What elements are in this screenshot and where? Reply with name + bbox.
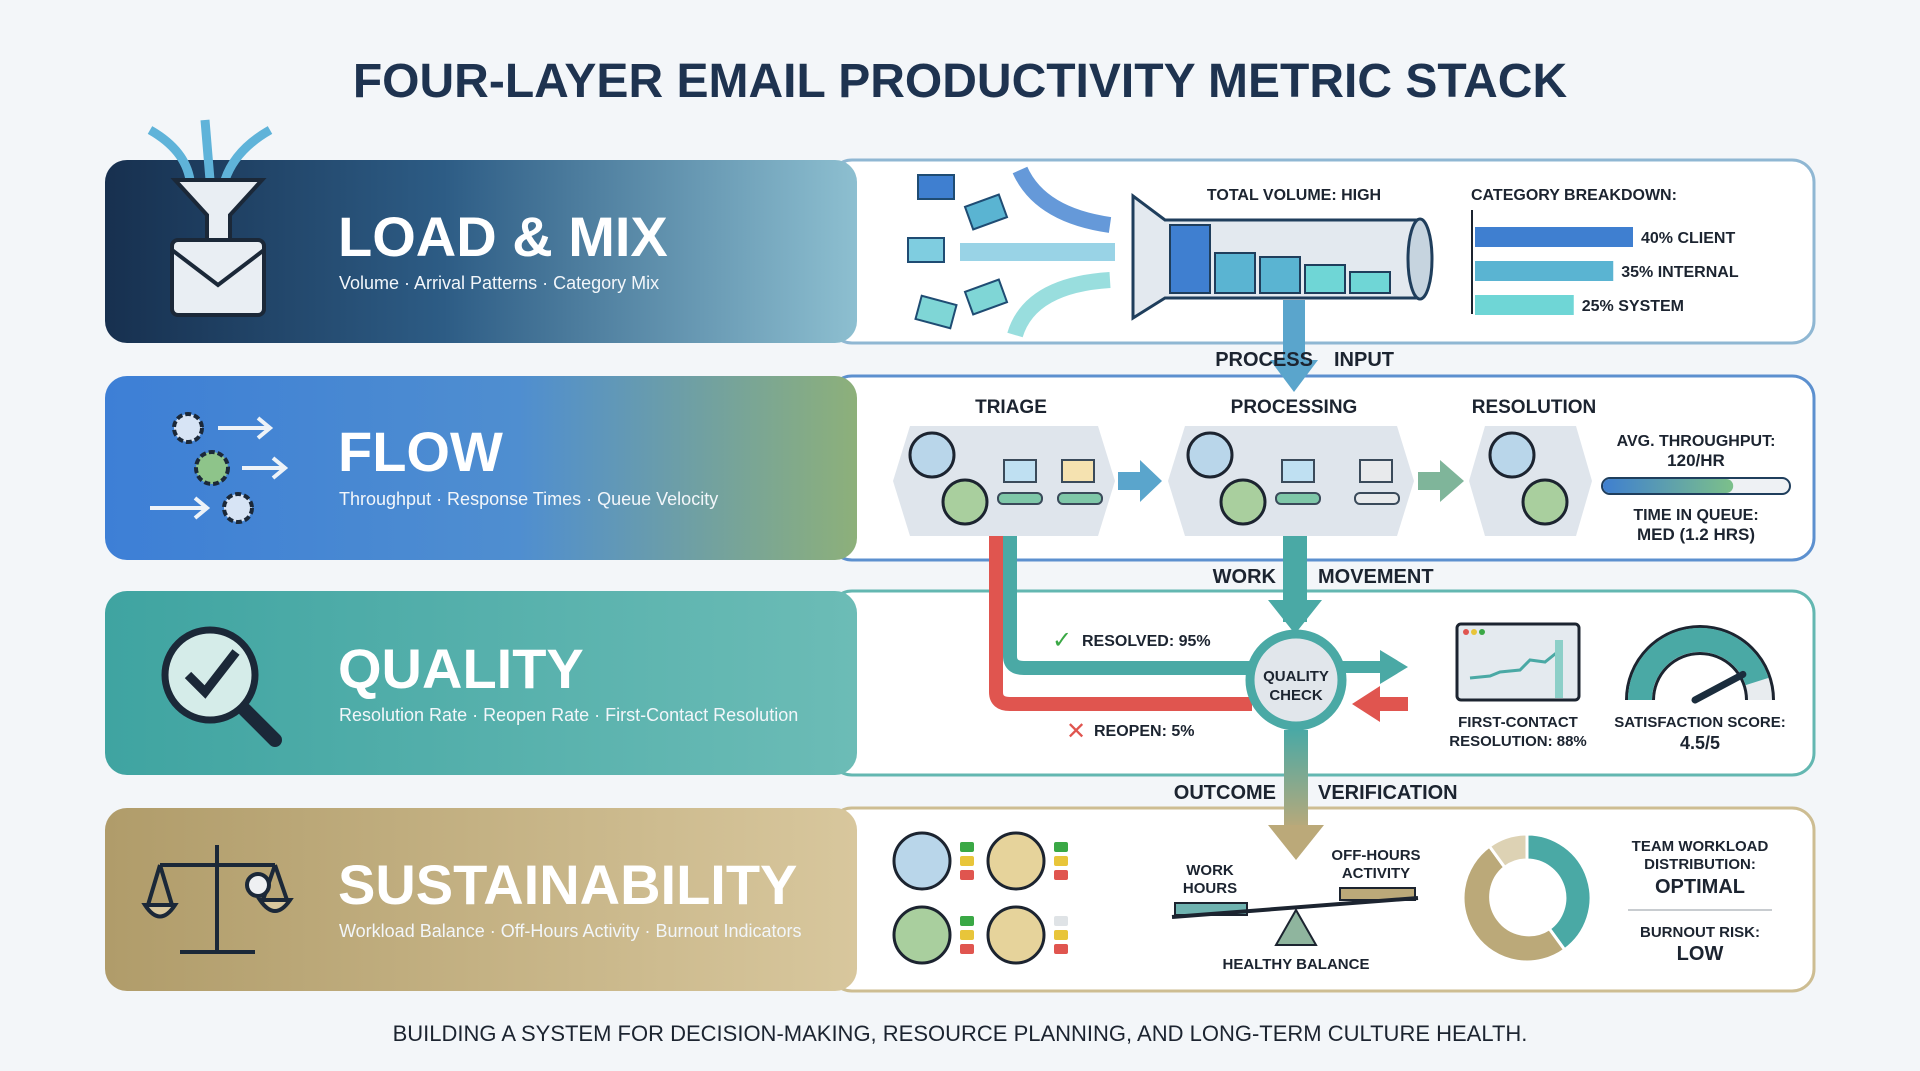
check-icon: ✓ [1052,627,1072,654]
fcr-value: RESOLUTION: 88% [1449,733,1587,750]
arrow-head [1268,600,1322,634]
work-hours-label: WORK [1186,862,1234,879]
envelope-icons [997,459,1400,505]
category-label: 25% SYSTEM [1582,298,1684,315]
connector-right: MOVEMENT [1318,566,1434,588]
workload-label: TEAM WORKLOAD [1632,838,1769,855]
stage-arrow [1118,460,1162,502]
resolved-path [1003,536,1250,675]
agent-avatars [908,431,1569,526]
layer-sustainability [105,808,857,991]
inflow-arrow [1012,166,1112,233]
total-volume-label: TOTAL VOLUME: HIGH [1207,187,1381,204]
category-bars: 40% CLIENT 35% INTERNAL 25% SYSTEM [1475,227,1739,315]
reopen-arrow [1352,686,1408,722]
off-hours-label: OFF-HOURS [1331,847,1420,864]
throughput-label: AVG. THROUGHPUT: [1617,433,1776,450]
gears-arrows-icon [150,412,289,524]
magnifier-check-icon [161,626,282,747]
seesaw-balance [1171,887,1419,946]
donut-segment [1461,844,1567,964]
layer-title: SUSTAINABILITY [338,853,797,916]
reopen-path [989,536,1252,711]
arrow-head [1270,360,1318,392]
queue-label: TIME IN QUEUE: [1633,507,1758,524]
layer-title: LOAD & MIX [338,205,668,268]
workload-donut [1461,832,1593,964]
layer-subtitle: Workload Balance · Off-Hours Activity · … [339,921,802,941]
page-title: FOUR-LAYER EMAIL PRODUCTIVITY METRIC STA… [353,55,1568,108]
healthy-balance-label: HEALTHY BALANCE [1223,956,1370,973]
category-bar [1475,227,1633,247]
process-input-arrow [1283,300,1305,362]
dashboard-chart-icon [1455,622,1581,702]
funnel-envelope-icon [147,119,273,317]
arrow-head [1268,825,1324,860]
connector-right: INPUT [1334,349,1394,371]
balance-scale-icon [141,845,294,954]
connector-left: OUTCOME [1174,782,1276,804]
volume-tube [1131,193,1434,321]
resolved-rate: RESOLVED: 95% [1082,633,1211,650]
team-member-avatars [892,831,1046,965]
stage-arrow [1418,460,1464,502]
connector-left: WORK [1213,566,1277,588]
stage-label: RESOLUTION [1472,397,1597,418]
quality-check-label: CHECK [1269,687,1323,704]
footer-tagline: BUILDING A SYSTEM FOR DECISION-MAKING, R… [393,1021,1528,1046]
fcr-label: FIRST-CONTACT [1458,714,1578,731]
layer-title: FLOW [338,420,503,483]
throughput-value: 120/HR [1667,451,1725,470]
category-bar [1475,295,1574,315]
resolved-arrow [1340,650,1408,684]
donut-segment [1525,832,1593,952]
workload-value: OPTIMAL [1655,876,1745,898]
stage-label: TRIAGE [975,397,1047,418]
layer-title: QUALITY [338,637,584,700]
layer-quality [105,591,857,775]
layer-subtitle: Volume · Arrival Patterns · Category Mix [339,273,659,293]
satisfaction-value: 4.5/5 [1680,733,1720,753]
layer-subtitle: Resolution Rate · Reopen Rate · First-Co… [339,705,798,725]
category-label: 40% CLIENT [1641,230,1735,247]
layer-subtitle: Throughput · Response Times · Queue Velo… [339,489,718,509]
layer-flow [105,376,857,560]
quality-check-node [1245,629,1347,731]
category-bar [1475,261,1614,281]
satisfaction-label: SATISFACTION SCORE: [1614,714,1785,731]
reopen-rate: REOPEN: 5% [1094,723,1194,740]
stage-label: PROCESSING [1231,397,1358,418]
category-label: 35% INTERNAL [1621,264,1739,281]
queue-value: MED (1.2 HRS) [1637,525,1755,544]
satisfaction-gauge [1625,625,1775,704]
connector-left: PROCESS [1215,349,1313,371]
category-breakdown-title: CATEGORY BREAKDOWN: [1471,187,1677,204]
quality-check-label: QUALITY [1263,668,1329,685]
workload-label: DISTRIBUTION: [1644,856,1756,873]
work-hours-label: HOURS [1183,880,1237,897]
incoming-envelopes [907,174,1009,330]
x-icon: ✕ [1066,718,1086,745]
status-indicators [960,842,1068,954]
layer-load-mix [105,160,857,343]
connector-right: VERIFICATION [1318,782,1458,804]
inflow-arrow [1007,272,1111,338]
donut-segment [1487,832,1529,870]
off-hours-label: ACTIVITY [1342,865,1410,882]
throughput-bar-fill [1603,479,1734,493]
burnout-value: LOW [1677,943,1724,965]
burnout-label: BURNOUT RISK: [1640,924,1760,941]
outcome-verification-arrow [1284,730,1308,830]
